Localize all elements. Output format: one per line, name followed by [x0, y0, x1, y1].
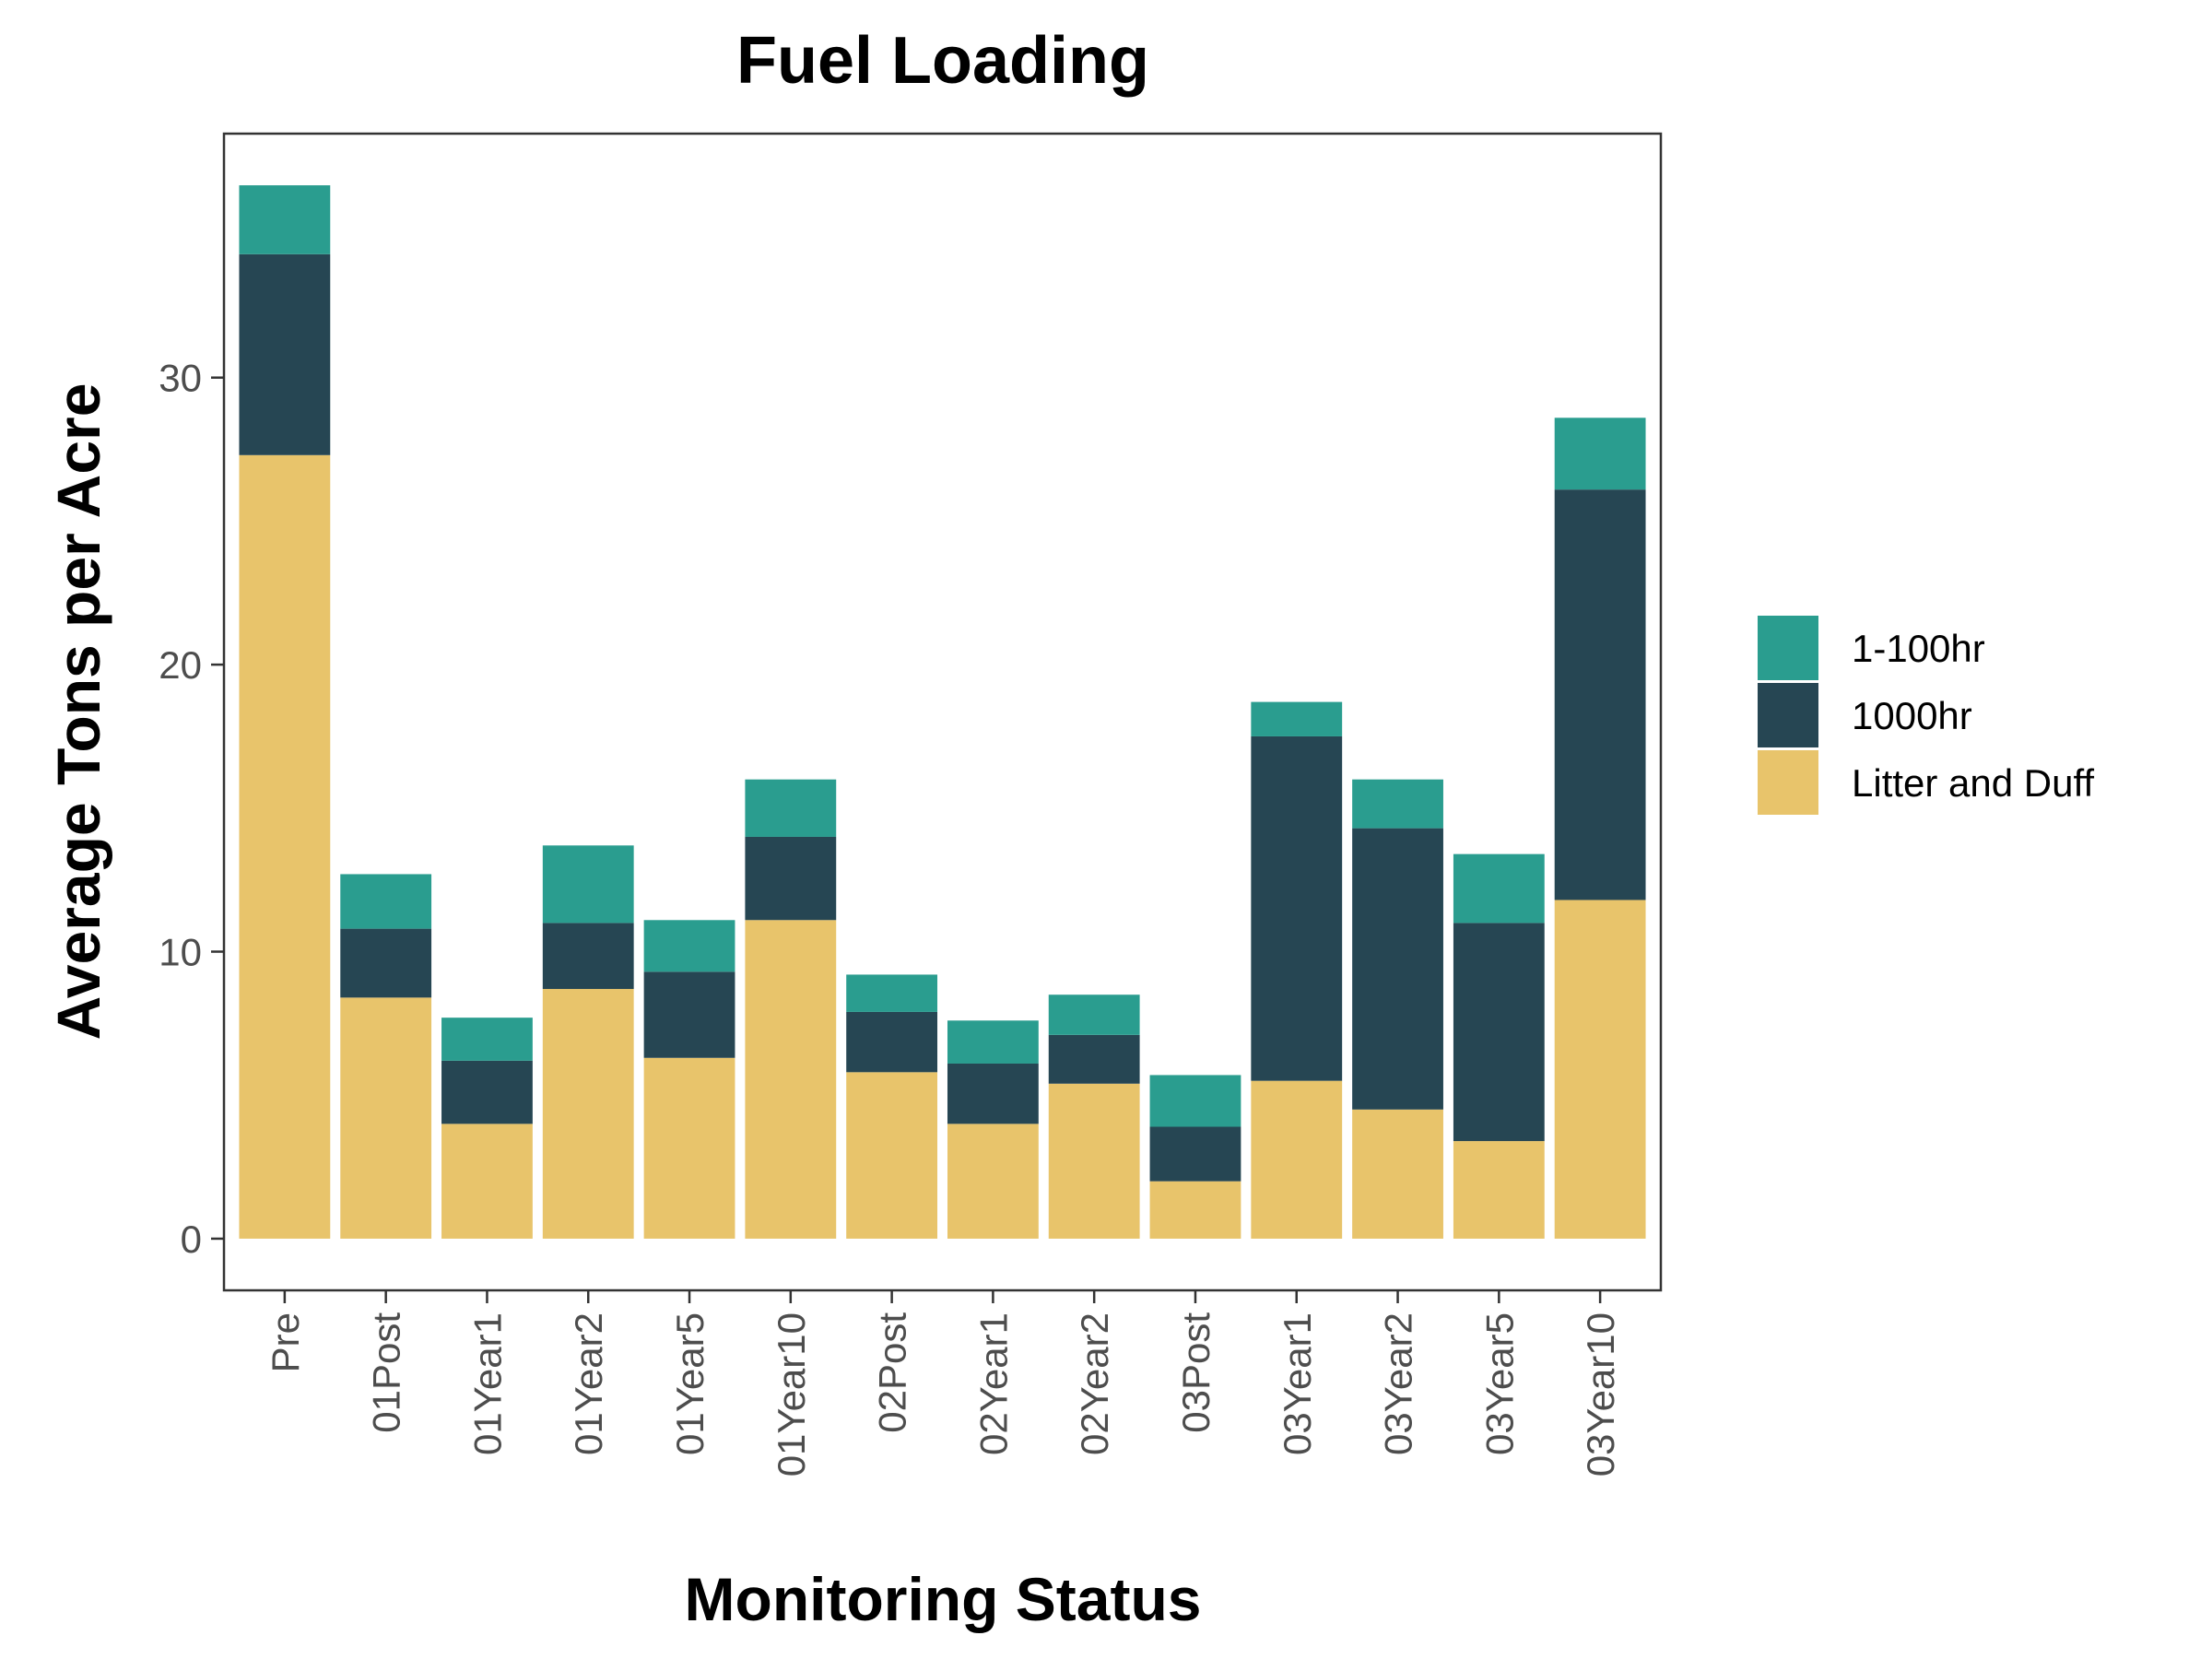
- x-tick-label-01year2: 01Year2: [567, 1312, 610, 1455]
- bar-1-100hr-pre: [239, 185, 331, 254]
- bar-litter-and-duff-01year1: [441, 1124, 533, 1239]
- bar-1000hr-03year10: [1554, 489, 1646, 900]
- bar-1000hr-01year1: [441, 1060, 533, 1124]
- x-tick-label-02post: 02Post: [871, 1312, 914, 1433]
- legend-label: 1-100hr: [1852, 627, 1985, 670]
- x-tick-label-01year1: 01Year1: [465, 1312, 509, 1455]
- bar-litter-and-duff-02post: [846, 1072, 938, 1239]
- bar-layer: [239, 185, 1646, 1239]
- bar-1-100hr-02year2: [1048, 994, 1140, 1035]
- legend-key-1-100hr: [1758, 616, 1818, 680]
- chart-title: Fuel Loading: [736, 24, 1149, 98]
- x-axis: Pre 01Post 01Year1 01Year2 01Year5 01Year10 02…: [264, 1290, 1622, 1477]
- x-tick-label-02year1: 02Year1: [971, 1312, 1015, 1455]
- y-tick-label: 20: [159, 643, 202, 687]
- bar-1-100hr-01year1: [441, 1018, 533, 1061]
- bar-1000hr-03year1: [1251, 735, 1343, 1081]
- legend-key-litter-and-duff: [1758, 750, 1818, 815]
- bar-1000hr-01year10: [745, 836, 837, 921]
- bar-1000hr-03post: [1149, 1126, 1241, 1182]
- bar-litter-and-duff-03year1: [1251, 1080, 1343, 1239]
- bar-1-100hr-03year1: [1251, 701, 1343, 736]
- bar-1000hr-01post: [340, 928, 432, 998]
- bar-litter-and-duff-01year2: [542, 989, 634, 1239]
- bar-1000hr-02year2: [1048, 1034, 1140, 1084]
- bar-1-100hr-01year2: [542, 845, 634, 924]
- bar-1000hr-02post: [846, 1011, 938, 1073]
- bar-litter-and-duff-pre: [239, 454, 331, 1239]
- x-tick-label-01year5: 01Year5: [668, 1312, 712, 1455]
- x-tick-label-01post: 01Post: [365, 1312, 408, 1433]
- bar-1-100hr-03year2: [1352, 779, 1443, 829]
- y-axis: 0 10 20 30: [159, 357, 224, 1261]
- bar-1000hr-01year5: [643, 971, 735, 1058]
- bar-1000hr-02year1: [947, 1063, 1039, 1124]
- bar-litter-and-duff-03year2: [1352, 1109, 1443, 1239]
- x-tick-label-03year2: 03Year2: [1377, 1312, 1420, 1455]
- bar-1000hr-01year2: [542, 923, 634, 990]
- bar-litter-and-duff-01year5: [643, 1057, 735, 1239]
- y-tick-label: 0: [181, 1218, 202, 1261]
- bar-litter-and-duff-01year10: [745, 920, 837, 1239]
- bar-1000hr-03year2: [1352, 828, 1443, 1110]
- x-tick-label-pre: Pre: [264, 1312, 307, 1372]
- bar-1-100hr-01post: [340, 874, 432, 929]
- legend-key-1000hr: [1758, 683, 1818, 747]
- x-tick-label-03post: 03Post: [1174, 1312, 1218, 1433]
- x-tick-label-02year2: 02Year2: [1073, 1312, 1116, 1455]
- bar-litter-and-duff-01post: [340, 997, 432, 1239]
- bar-1-100hr-03year10: [1554, 418, 1646, 490]
- x-tick-label-01year10: 01Year10: [770, 1312, 813, 1477]
- legend-label: Litter and Duff: [1852, 761, 2094, 805]
- bar-1000hr-pre: [239, 253, 331, 455]
- bar-litter-and-duff-02year1: [947, 1124, 1039, 1239]
- bar-1-100hr-01year10: [745, 779, 837, 837]
- bar-litter-and-duff-03year10: [1554, 900, 1646, 1239]
- legend-label: 1000hr: [1852, 694, 1972, 737]
- legend: 1-100hr 1000hr Litter and Duff: [1758, 616, 2094, 815]
- y-tick-label: 10: [159, 931, 202, 974]
- bar-litter-and-duff-03year5: [1453, 1141, 1545, 1239]
- bar-litter-and-duff-02year2: [1048, 1083, 1140, 1239]
- bar-1000hr-03year5: [1453, 923, 1545, 1142]
- plot-panel: [222, 132, 1663, 1292]
- bar-1-100hr-02year1: [947, 1020, 1039, 1064]
- x-axis-title: Monitoring Status: [685, 1565, 1202, 1633]
- bar-1-100hr-03post: [1149, 1075, 1241, 1127]
- x-tick-label-03year5: 03Year5: [1477, 1312, 1521, 1455]
- bar-1-100hr-03year5: [1453, 853, 1545, 924]
- y-axis-title: Average Tons per Acre: [44, 383, 112, 1041]
- x-tick-label-03year1: 03Year1: [1276, 1312, 1319, 1455]
- bar-1-100hr-01year5: [643, 920, 735, 972]
- bar-1-100hr-02post: [846, 974, 938, 1012]
- y-tick-label: 30: [159, 357, 202, 400]
- bar-litter-and-duff-03post: [1149, 1181, 1241, 1239]
- x-tick-label-03year10: 03Year10: [1579, 1312, 1622, 1477]
